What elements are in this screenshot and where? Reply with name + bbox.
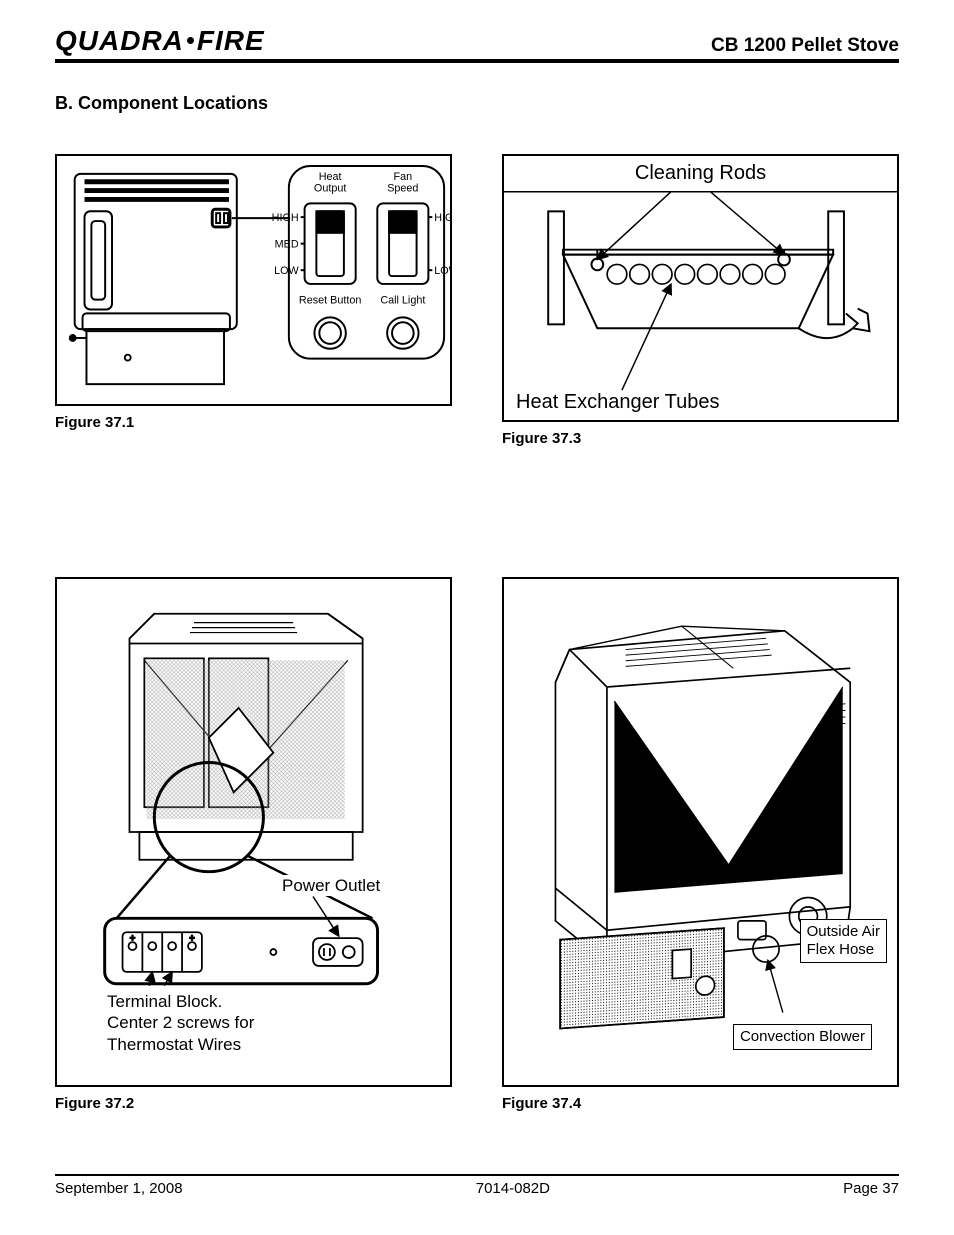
figure-37-3: Cleaning Rods Heat Exchanger Tubes	[502, 154, 899, 447]
brand-right: FIRE	[197, 25, 265, 56]
figure-37-4: Outside Air Flex Hose Convection Blower	[502, 577, 899, 1112]
figure-37-1-caption: Figure 37.1	[55, 414, 452, 431]
figure-37-1-box: HeatOutput FanSpeed HIGH MED LOW HIGH LO…	[55, 154, 452, 406]
label-heat-exchanger: Heat Exchanger Tubes	[516, 391, 719, 414]
lbl-heat: Heat	[319, 171, 342, 183]
page-footer: September 1, 2008 7014-082D Page 37	[55, 1174, 899, 1197]
brand-left: QUADRA	[55, 25, 184, 56]
svg-text:+: +	[130, 933, 135, 943]
svg-text:+: +	[189, 933, 194, 943]
lbl-med: MED	[275, 239, 299, 251]
lbl-call: Call Light	[380, 295, 425, 307]
product-title: CB 1200 Pellet Stove	[711, 35, 899, 57]
label-outside-air: Outside Air Flex Hose	[800, 919, 887, 963]
figure-37-4-svg	[504, 579, 897, 1085]
svg-text:HeatOutput: HeatOutput	[314, 171, 346, 195]
brand-dot-icon	[187, 37, 194, 44]
lbl-high-r: HIGH	[434, 212, 450, 224]
figure-grid: HeatOutput FanSpeed HIGH MED LOW HIGH LO…	[55, 154, 899, 1112]
figure-37-2-caption: Figure 37.2	[55, 1095, 452, 1112]
section-title: B. Component Locations	[55, 93, 899, 114]
svg-text:FanSpeed: FanSpeed	[387, 171, 418, 195]
figure-37-1: HeatOutput FanSpeed HIGH MED LOW HIGH LO…	[55, 154, 452, 447]
figure-37-3-box: Cleaning Rods Heat Exchanger Tubes	[502, 154, 899, 422]
brand-logo: QUADRA FIRE	[55, 25, 265, 57]
footer-page: Page 37	[843, 1180, 899, 1197]
label-convection-blower: Convection Blower	[733, 1024, 872, 1050]
figure-37-4-caption: Figure 37.4	[502, 1095, 899, 1112]
figure-37-2-box: Power Outlet Terminal Block. Center 2 sc…	[55, 577, 452, 1087]
footer-date: September 1, 2008	[55, 1180, 183, 1197]
lbl-low-l: LOW	[274, 265, 299, 277]
lbl-reset: Reset Button	[299, 295, 361, 307]
figure-37-3-svg	[504, 156, 897, 420]
label-cleaning-rods: Cleaning Rods	[504, 162, 897, 185]
figure-37-2: Power Outlet Terminal Block. Center 2 sc…	[55, 577, 452, 1112]
figure-37-3-caption: Figure 37.3	[502, 430, 899, 447]
lbl-high-l: HIGH	[272, 212, 299, 224]
page-header: QUADRA FIRE CB 1200 Pellet Stove	[55, 25, 899, 63]
label-terminal-block: Terminal Block. Center 2 screws for Ther…	[107, 991, 254, 1055]
footer-docno: 7014-082D	[476, 1180, 550, 1197]
figure-37-1-svg: HeatOutput FanSpeed HIGH MED LOW HIGH LO…	[57, 156, 450, 404]
figure-37-4-box: Outside Air Flex Hose Convection Blower	[502, 577, 899, 1087]
label-power-outlet: Power Outlet	[282, 875, 380, 896]
lbl-low-r: LOW	[434, 265, 450, 277]
